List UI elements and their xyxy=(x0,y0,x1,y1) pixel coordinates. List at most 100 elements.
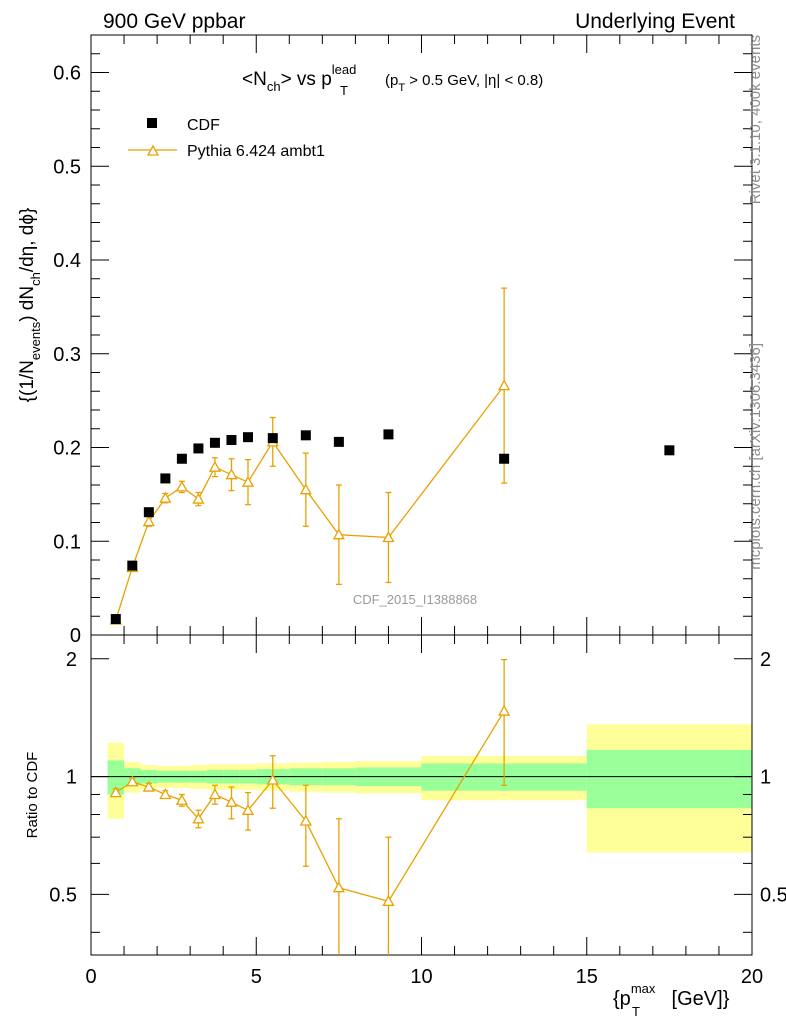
analysis-watermark: CDF_2015_I1388868 xyxy=(353,592,477,607)
xlabel-part-b: [GeV]} xyxy=(666,988,730,1010)
title-sub-t: T xyxy=(340,83,348,98)
main-ytick-labels: 0 0.1 0.2 0.3 0.4 0.5 0.6 xyxy=(53,63,81,648)
ratio-ytick-label-right: 0.5 xyxy=(760,884,786,906)
ylabel-sub-events: events xyxy=(28,321,43,360)
ratio-point xyxy=(241,803,255,815)
main-ytick-label: 0 xyxy=(70,625,81,647)
ratio-point xyxy=(175,793,188,805)
ratio-ytick-label-right: 2 xyxy=(760,649,771,671)
main-y-axis-label: {(1/Nevents) dNch/dη, dϕ} xyxy=(17,208,43,403)
ratio-point xyxy=(109,786,122,798)
cdf-point xyxy=(110,614,121,625)
ratio-xtick-labels: 0 5 10 15 20 xyxy=(85,966,763,988)
header-right-label: Underlying Event xyxy=(575,10,735,33)
ratio-xtick-label: 0 xyxy=(85,966,96,988)
main-ticks xyxy=(90,34,753,636)
ratio-ytick-label-left: 2 xyxy=(66,649,77,671)
ratio-xtick-label: 15 xyxy=(576,966,598,988)
ratio-point xyxy=(208,788,222,800)
pythia-point xyxy=(175,480,188,492)
ratio-xtick-label: 20 xyxy=(741,966,763,988)
main-ytick-label: 0.6 xyxy=(53,63,81,85)
cdf-point xyxy=(160,473,171,484)
title-sup-lead: lead xyxy=(332,62,357,77)
main-data xyxy=(109,287,675,625)
main-ytick-label: 0.1 xyxy=(53,531,81,553)
ratio-point xyxy=(498,704,511,716)
pythia-series-line xyxy=(115,385,505,621)
ratio-point xyxy=(192,812,205,824)
cdf-point xyxy=(300,430,311,441)
ylabel-part-b: ) dN xyxy=(17,286,38,322)
cdf-point xyxy=(209,437,220,448)
title-sub-t2: T xyxy=(398,82,405,94)
cdf-point xyxy=(242,432,253,443)
title-sub-ch: ch xyxy=(267,79,281,94)
main-panel: 00.10.20.30.40.50.6 <Nch> vs plead T(pT >… xyxy=(17,34,753,648)
pythia-point xyxy=(299,483,312,495)
pythia-point xyxy=(241,475,255,487)
ratio-xtick-label: 5 xyxy=(251,966,262,988)
xlabel-part-a: {p xyxy=(613,988,631,1010)
title-part-b: > vs p xyxy=(281,69,332,90)
ratio-panel: 0.5 0.5 1 1 2 2 0 5 10 15 20 Ratio to CDF {pmax T … xyxy=(24,634,786,1019)
cdf-point xyxy=(383,429,394,440)
legend-cdf-marker xyxy=(147,118,157,128)
cdf-point xyxy=(664,445,675,456)
ratio-point xyxy=(382,894,395,906)
ylabel-sub-ch: ch xyxy=(28,272,43,286)
ratio-bands xyxy=(107,724,752,853)
header-left-label: 900 GeV ppbar xyxy=(103,10,245,33)
cdf-point xyxy=(267,433,278,444)
legend-cdf-label: CDF xyxy=(187,117,220,134)
ratio-ytick-label-left: 0.5 xyxy=(49,884,77,906)
pythia-point xyxy=(225,468,238,480)
pythia-point xyxy=(208,460,222,472)
xlabel-sub-t: T xyxy=(632,1004,640,1019)
title-part-a: <N xyxy=(242,69,267,90)
ratio-y-axis-label: Ratio to CDF xyxy=(24,752,41,839)
xlabel-sup-max: max xyxy=(631,981,656,996)
cdf-point xyxy=(176,453,187,464)
ratio-ytick-label-right: 1 xyxy=(760,767,771,789)
ratio-point xyxy=(126,775,139,787)
mcplots-credit-label: mcplots.cern.ch [arXiv:1306.3436] xyxy=(747,343,764,570)
ratio-inner-band xyxy=(586,749,752,809)
pythia-point xyxy=(142,515,155,527)
cdf-point xyxy=(333,436,344,447)
cdf-point xyxy=(127,560,138,571)
x-axis-label: {pmax T [GeV]} xyxy=(613,981,730,1019)
ratio-series-line xyxy=(115,710,505,903)
ratio-point xyxy=(142,780,155,792)
main-ytick-label: 0.2 xyxy=(53,438,81,460)
main-ytick-label: 0.5 xyxy=(53,156,81,178)
legend: CDF Pythia 6.424 ambt1 xyxy=(128,117,325,160)
ratio-data xyxy=(109,658,511,955)
ratio-xtick-label: 10 xyxy=(410,966,432,988)
cdf-point xyxy=(143,507,154,518)
pythia-point xyxy=(332,528,345,540)
cdf-point xyxy=(499,453,510,464)
title-part-d: > 0.5 GeV, |η| < 0.8) xyxy=(405,72,543,89)
ratio-point xyxy=(299,814,312,826)
ratio-point xyxy=(225,795,238,807)
title-part-c: (p xyxy=(385,72,398,89)
ratio-point xyxy=(332,881,345,893)
ylabel-part-c: /dη, dϕ} xyxy=(17,208,38,273)
pythia-point xyxy=(498,379,511,391)
ratio-inner-band xyxy=(107,760,125,795)
pythia-point xyxy=(382,531,395,543)
pythia-point xyxy=(192,492,205,504)
ratio-ticks xyxy=(90,635,753,955)
pythia-point xyxy=(159,491,172,503)
ratio-point xyxy=(159,788,172,800)
ratio-point xyxy=(266,773,279,785)
legend-pythia-label: Pythia 6.424 ambt1 xyxy=(187,143,325,160)
ratio-ytick-label-left: 1 xyxy=(66,767,77,789)
ylabel-part-a: {(1/N xyxy=(17,360,38,402)
main-ytick-label: 0.4 xyxy=(53,250,81,272)
ratio-ytick-labels: 0.5 0.5 1 1 2 2 xyxy=(49,649,786,907)
main-ytick-label: 0.3 xyxy=(53,344,81,366)
plot-title: <Nch> vs plead T(pT > 0.5 GeV, |η| < 0.8) xyxy=(242,62,543,98)
